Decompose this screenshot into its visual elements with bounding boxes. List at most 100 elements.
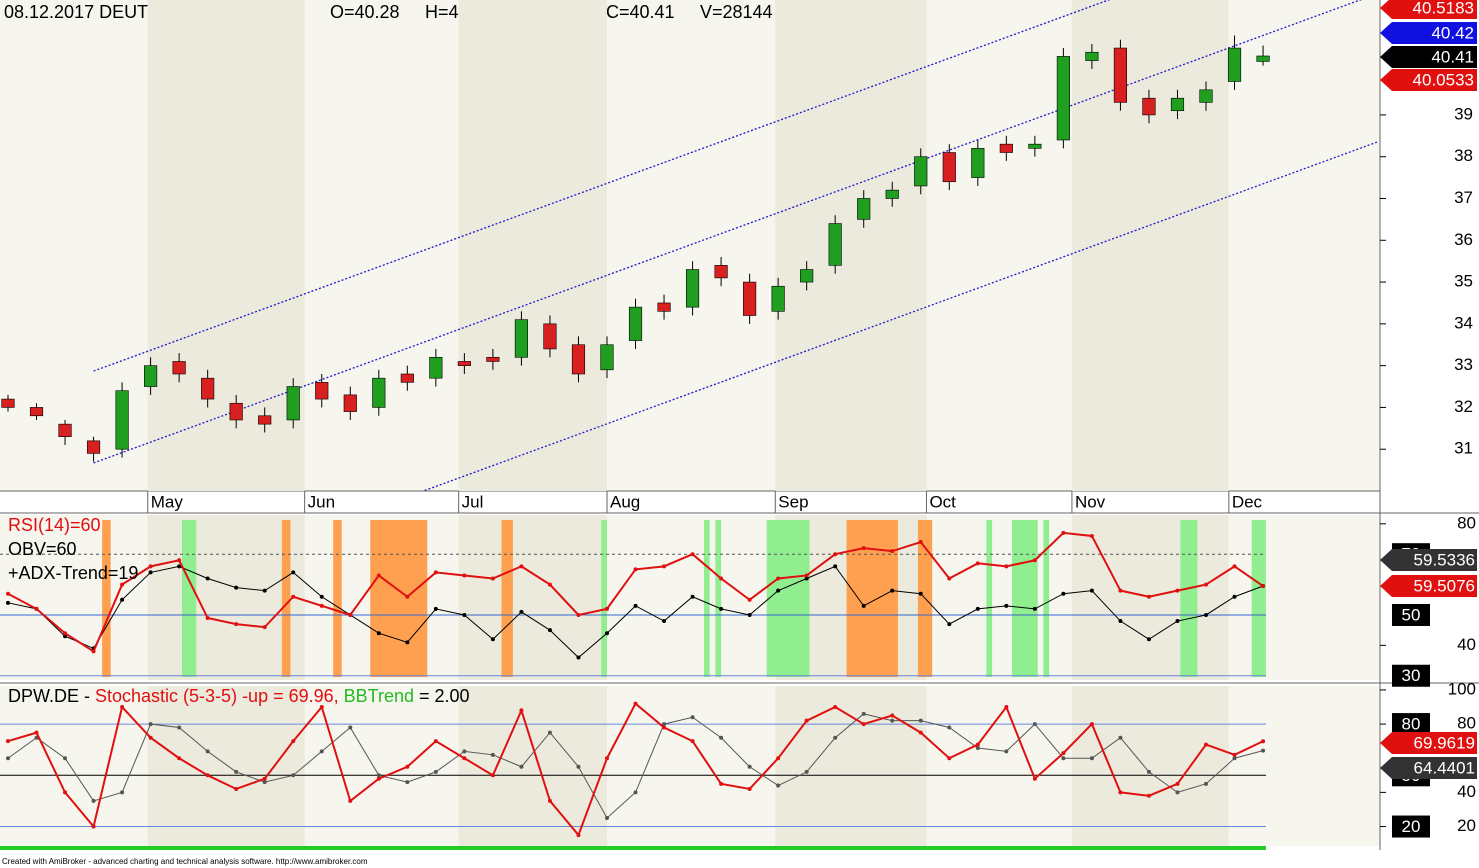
stoch-title-part: BBTrend [339,686,414,706]
candle-body [971,148,985,178]
y-tick-label: 31 [1454,439,1473,458]
indicator-point [234,769,239,774]
level-box [1392,664,1430,687]
signal-zone [333,520,342,677]
indicator-point [120,597,125,602]
month-stripe [775,0,927,491]
indicator-point [5,600,10,605]
indicator-point [519,564,524,569]
indicator-point [633,701,638,706]
signal-zone [181,520,197,677]
indicator-point [947,725,952,730]
stoch-title: DPW.DE - Stochastic (5-3-5) -up = 69.96,… [8,686,470,706]
indicator-point [1061,756,1066,761]
candle-body [1085,51,1099,61]
y-tick-label: 40 [1457,782,1476,801]
indicator-point [376,776,381,781]
x-tick-label: Sep [778,492,808,511]
indicator-point [348,798,353,803]
indicator-point [1004,603,1009,608]
indicator-point [576,764,581,769]
indicator-point [462,573,467,578]
candle-body [486,356,500,362]
indicator-point [975,561,980,566]
indicator-point [1232,756,1237,761]
candle-body [600,344,614,371]
candle-body [543,323,557,350]
value-marker-label: 69.9619 [1414,733,1475,752]
y-tick-label: 80 [1457,513,1476,532]
indicator-point [5,591,10,596]
indicator-point [918,730,923,735]
month-stripe [458,686,607,846]
indicator-point [947,756,952,761]
candle-body [201,377,215,400]
indicator-point [719,735,724,740]
candle-body [286,386,300,421]
month-stripe [1071,0,1229,491]
month-stripe [147,515,305,680]
candle-body [657,302,671,312]
indicator-point [1146,637,1151,642]
indicator-point [319,603,324,608]
indicator-point [890,588,895,593]
level-box [1392,603,1430,626]
level-label: 50 [1402,605,1421,624]
indicator-point [519,764,524,769]
indicator-point [1118,735,1123,740]
indicator-point [547,582,552,587]
indicator-point [1175,619,1180,624]
indicator-point [690,715,695,720]
price-marker [1380,0,1477,19]
candle-body [1028,143,1042,149]
indicator-point [405,764,410,769]
signal-zone [846,520,898,677]
indicator-point [690,552,695,557]
signal-zone [1043,520,1050,677]
candle-body [1256,55,1270,62]
indicator-point [433,606,438,611]
indicator-point [662,619,667,624]
indicator-point [433,739,438,744]
candle-body [400,373,414,383]
candle-body [58,423,72,437]
indicator-point [719,781,724,786]
indicator-point [120,790,125,795]
indicator-point [747,764,752,769]
x-tick-label: Aug [610,492,640,511]
candle-body [115,390,129,450]
indicator-point [91,798,96,803]
candle-body [771,285,785,312]
value-marker-label: 59.5336 [1414,550,1475,569]
indicator-point [833,564,838,569]
indicator-point [348,725,353,730]
signal-zone [986,520,993,677]
indicator-point [861,603,866,608]
ohlcv-label: V=28144 [700,2,773,22]
indicator-point [120,582,125,587]
y-tick-label: 80 [1457,714,1476,733]
indicator-point [1089,756,1094,761]
indicator-point [547,798,552,803]
indicator-point [490,637,495,642]
indicator-point [1146,793,1151,798]
value-marker [1380,732,1477,754]
y-tick-label: 35 [1454,272,1473,291]
y-tick-label: 32 [1454,397,1473,416]
indicator-point [234,622,239,627]
x-tick-label: Jun [308,492,335,511]
indicator-point [348,612,353,617]
candle-body [714,265,728,279]
candle-body [429,356,443,379]
level-label: 20 [1402,817,1421,836]
indicator-point [1089,533,1094,538]
indicator-point [148,735,153,740]
indicator-point [804,718,809,723]
candle-body [1113,47,1128,103]
indicator-point [262,780,267,785]
signal-zone [1251,520,1266,677]
indicator-point [462,612,467,617]
candle-body [1142,97,1156,116]
indicator-point [633,567,638,572]
indicator-point [804,769,809,774]
